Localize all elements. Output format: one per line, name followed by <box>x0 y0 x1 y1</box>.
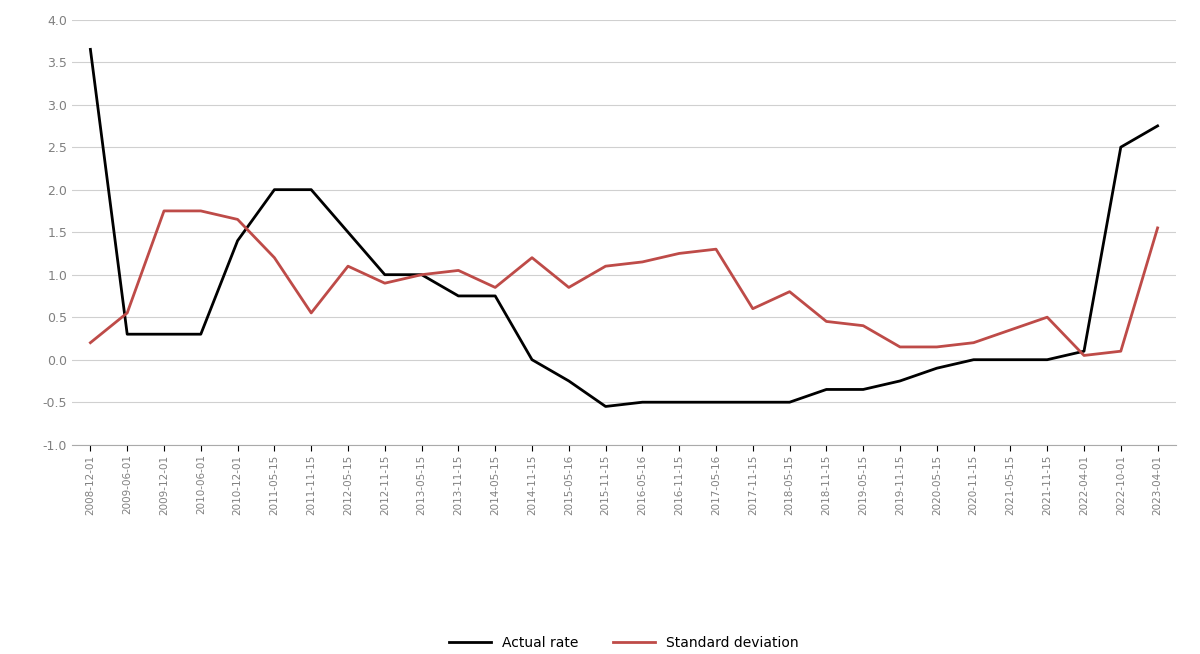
Actual rate <box>1076 347 1091 355</box>
Standard deviation <box>635 258 649 266</box>
Actual rate <box>268 186 282 194</box>
Legend: Actual rate, Standard deviation: Actual rate, Standard deviation <box>444 630 804 654</box>
Standard deviation <box>1040 313 1055 321</box>
Standard deviation <box>820 317 834 325</box>
Standard deviation <box>120 309 134 317</box>
Actual rate <box>378 271 392 279</box>
Actual rate <box>599 402 613 411</box>
Actual rate <box>341 228 355 236</box>
Standard deviation <box>599 262 613 270</box>
Actual rate <box>1040 356 1055 364</box>
Standard deviation <box>1076 352 1091 360</box>
Actual rate <box>893 377 907 385</box>
Actual rate <box>635 398 649 406</box>
Actual rate <box>193 330 208 338</box>
Actual rate <box>157 330 172 338</box>
Standard deviation <box>230 216 245 224</box>
Actual rate <box>562 377 576 385</box>
Standard deviation <box>524 254 539 262</box>
Standard deviation <box>966 339 980 347</box>
Actual rate <box>83 45 97 53</box>
Standard deviation <box>930 343 944 351</box>
Standard deviation <box>304 309 318 317</box>
Standard deviation <box>1151 224 1165 232</box>
Actual rate <box>120 330 134 338</box>
Standard deviation <box>341 262 355 270</box>
Standard deviation <box>488 284 503 292</box>
Standard deviation <box>893 343 907 351</box>
Actual rate <box>304 186 318 194</box>
Actual rate <box>488 292 503 300</box>
Standard deviation <box>451 267 466 275</box>
Actual rate <box>966 356 980 364</box>
Standard deviation <box>562 284 576 292</box>
Standard deviation <box>414 271 428 279</box>
Standard deviation <box>193 207 208 215</box>
Standard deviation <box>157 207 172 215</box>
Actual rate <box>709 398 724 406</box>
Actual rate <box>856 385 870 393</box>
Standard deviation <box>782 288 797 296</box>
Actual rate <box>1151 122 1165 129</box>
Standard deviation <box>378 279 392 287</box>
Actual rate <box>930 364 944 372</box>
Standard deviation <box>745 305 760 313</box>
Standard deviation <box>268 254 282 262</box>
Standard deviation <box>1114 347 1128 355</box>
Actual rate <box>451 292 466 300</box>
Line: Actual rate: Actual rate <box>90 49 1158 406</box>
Standard deviation <box>1003 326 1018 334</box>
Actual rate <box>524 356 539 364</box>
Actual rate <box>672 398 686 406</box>
Actual rate <box>414 271 428 279</box>
Standard deviation <box>856 322 870 330</box>
Standard deviation <box>672 250 686 258</box>
Actual rate <box>1114 143 1128 151</box>
Actual rate <box>1003 356 1018 364</box>
Actual rate <box>820 385 834 393</box>
Standard deviation <box>709 245 724 253</box>
Actual rate <box>745 398 760 406</box>
Actual rate <box>782 398 797 406</box>
Standard deviation <box>83 339 97 347</box>
Line: Standard deviation: Standard deviation <box>90 211 1158 356</box>
Actual rate <box>230 237 245 245</box>
